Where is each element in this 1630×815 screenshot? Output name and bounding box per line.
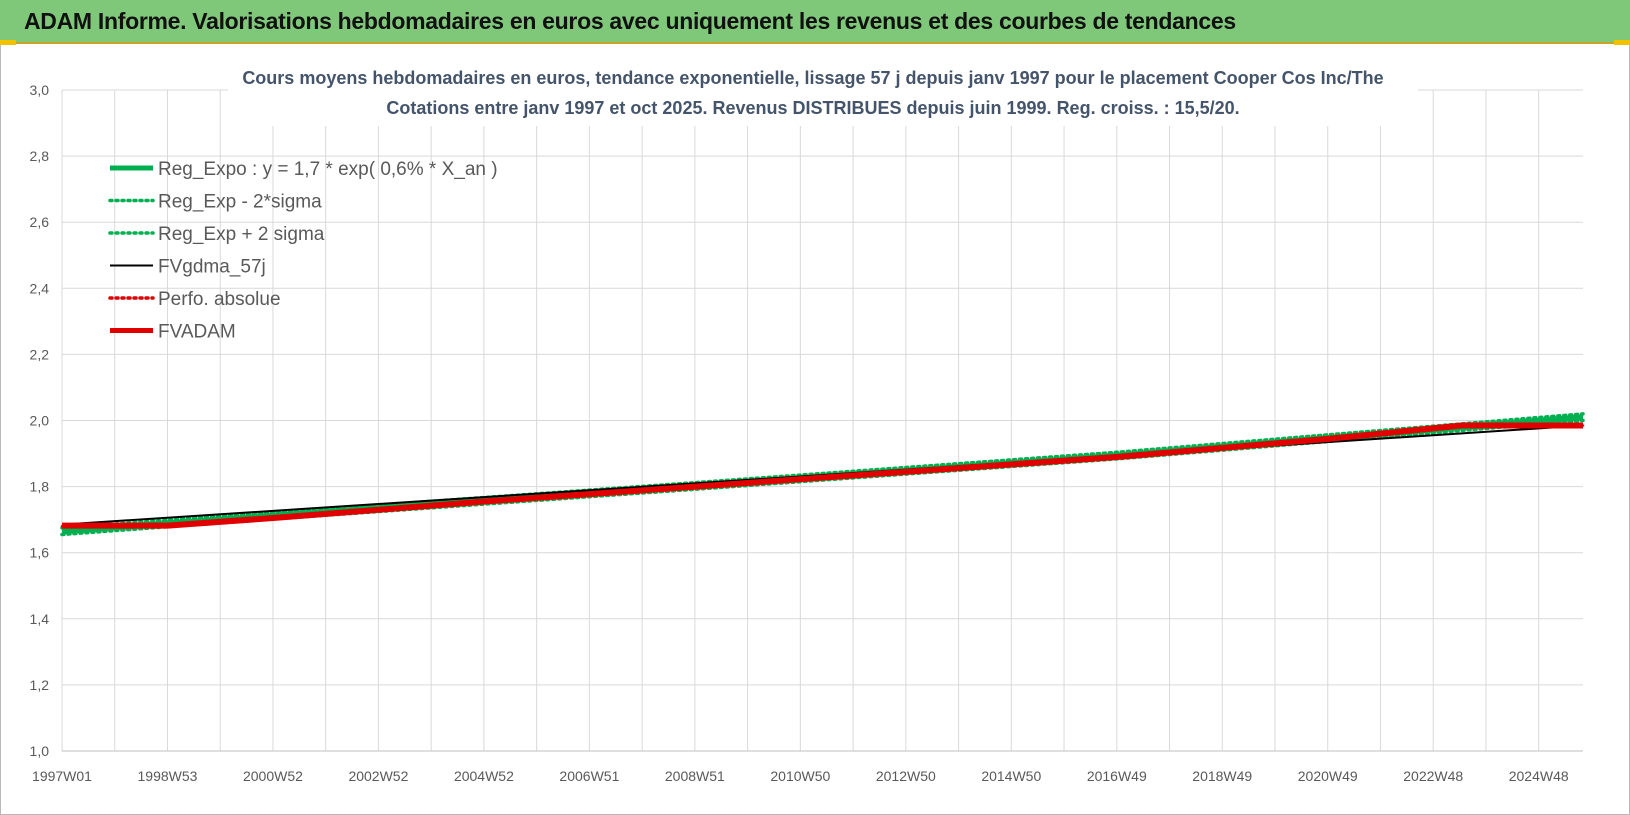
legend-label: Reg_Exp - 2*sigma	[158, 192, 322, 213]
y-tick-label: 2,2	[30, 346, 50, 362]
y-tick-label: 3,0	[30, 82, 50, 98]
x-tick-label: 2008W51	[665, 768, 725, 784]
corner-marker-right	[1614, 40, 1630, 45]
x-tick-label: 2010W50	[770, 768, 830, 784]
x-tick-label: 2012W50	[876, 768, 936, 784]
x-tick-label: 1997W01	[32, 768, 92, 784]
y-tick-label: 2,8	[30, 148, 50, 164]
x-tick-label: 2024W48	[1509, 768, 1569, 784]
x-tick-label: 2014W50	[981, 768, 1041, 784]
banner: ADAM Informe. Valorisations hebdomadaire…	[0, 0, 1630, 44]
grid	[61, 89, 1583, 752]
series-line-2	[60, 412, 1585, 530]
y-tick-label: 2,6	[30, 214, 50, 230]
x-tick-label: 2002W52	[348, 768, 408, 784]
x-tick-label: 1998W53	[138, 768, 198, 784]
chart-subtitle: Cotations entre janv 1997 et oct 2025. R…	[386, 98, 1239, 118]
chart: 1,0 1,2 1,4 1,6 1,8 2,0 2,2 2,4 2,6 2,8 3,0 1997W0…	[30, 66, 1585, 784]
y-tick-label: 1,4	[30, 611, 50, 627]
y-tick-label: 2,4	[30, 280, 50, 296]
y-tick-label: 1,0	[30, 743, 50, 759]
x-tick-labels: 1997W01 1998W53 2000W52 2002W52 2004W52 2006W…	[32, 768, 1569, 784]
legend-label: Reg_Expo : y = 1,7 * exp( 0,6% * X_an )	[158, 159, 498, 180]
y-tick-label: 2,0	[30, 413, 50, 429]
x-tick-label: 2000W52	[243, 768, 303, 784]
x-tick-label: 2016W49	[1087, 768, 1147, 784]
y-tick-label: 1,8	[30, 479, 50, 495]
legend-label: Reg_Exp + 2 sigma	[158, 224, 325, 245]
legend-label: Perfo. absolue	[158, 289, 281, 310]
legend-label: FVgdma_57j	[158, 257, 266, 278]
y-tick-label: 1,6	[30, 545, 50, 561]
series-line-5	[62, 422, 1583, 529]
series-lines	[60, 412, 1585, 537]
x-tick-label: 2020W49	[1298, 768, 1358, 784]
y-tick-labels: 1,0 1,2 1,4 1,6 1,8 2,0 2,2 2,4 2,6 2,8 3,0	[30, 82, 50, 759]
y-tick-label: 1,2	[30, 677, 50, 693]
banner-title: ADAM Informe. Valorisations hebdomadaire…	[24, 8, 1236, 34]
title-background	[228, 66, 1418, 126]
x-tick-label: 2022W48	[1403, 768, 1463, 784]
chart-title: Cours moyens hebdomadaires en euros, ten…	[242, 68, 1383, 88]
x-tick-label: 2018W49	[1192, 768, 1252, 784]
corner-marker-left	[0, 40, 16, 45]
legend-label: FVADAM	[158, 322, 236, 343]
x-tick-label: 2006W51	[559, 768, 619, 784]
legend: Reg_Expo : y = 1,7 * exp( 0,6% * X_an ) R…	[108, 159, 498, 343]
x-tick-label: 2004W52	[454, 768, 514, 784]
